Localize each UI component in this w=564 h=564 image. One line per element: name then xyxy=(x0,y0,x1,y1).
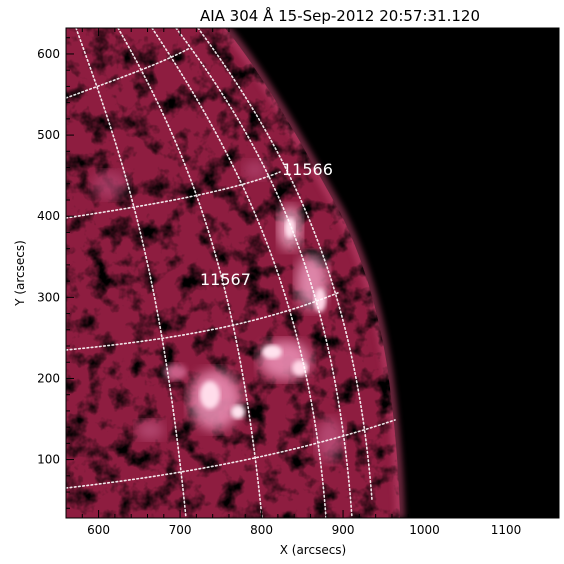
axis-ticks: 600 700 800 900 1000 1100 100 200 300 400 500 600 xyxy=(37,28,559,537)
chromosphere-texture xyxy=(66,28,400,518)
heliographic-grid xyxy=(66,28,396,518)
x-tick-label: 1000 xyxy=(409,523,440,537)
y-tick-label: 400 xyxy=(37,209,60,223)
latitude-line xyxy=(66,419,396,489)
x-tick-label: 800 xyxy=(250,523,273,537)
image-area: 11566 11567 xyxy=(66,28,559,518)
y-tick-label: 100 xyxy=(37,453,60,467)
x-tick-label: 1100 xyxy=(491,523,522,537)
latitude-line xyxy=(66,47,191,99)
y-tick-label: 500 xyxy=(37,128,60,142)
x-tick-label: 700 xyxy=(169,523,192,537)
x-tick-label: 600 xyxy=(87,523,110,537)
active-region-label: 11566 xyxy=(282,160,333,179)
y-axis-label: Y (arcsecs) xyxy=(13,240,27,307)
x-axis-label: X (arcsecs) xyxy=(280,543,347,557)
latitude-line xyxy=(66,171,281,219)
y-tick-label: 300 xyxy=(37,290,60,304)
latitude-line xyxy=(66,291,341,351)
y-tick-label: 600 xyxy=(37,47,60,61)
longitude-line xyxy=(117,28,263,518)
active-region-label: 11567 xyxy=(200,270,251,289)
longitude-line xyxy=(197,28,373,501)
y-tick-label: 200 xyxy=(37,371,60,385)
longitude-line xyxy=(75,28,187,518)
plot-frame xyxy=(65,27,560,519)
x-tick-label: 900 xyxy=(332,523,355,537)
longitude-line xyxy=(175,28,353,518)
plot-title: AIA 304 Å 15-Sep-2012 20:57:31.120 xyxy=(200,6,480,25)
